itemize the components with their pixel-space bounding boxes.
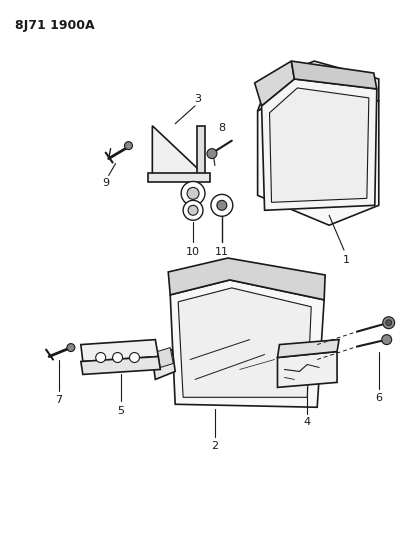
Polygon shape <box>178 288 311 397</box>
Circle shape <box>130 352 139 362</box>
Polygon shape <box>291 61 377 89</box>
Circle shape <box>382 335 392 345</box>
Polygon shape <box>278 352 337 387</box>
Polygon shape <box>152 350 175 379</box>
Polygon shape <box>269 88 369 203</box>
Polygon shape <box>197 126 205 179</box>
Circle shape <box>181 181 205 205</box>
Circle shape <box>124 142 133 150</box>
Text: 9: 9 <box>102 179 109 189</box>
Circle shape <box>383 317 395 329</box>
Polygon shape <box>148 173 210 182</box>
Polygon shape <box>255 61 295 106</box>
Text: 2: 2 <box>211 441 219 451</box>
Circle shape <box>217 200 227 211</box>
Polygon shape <box>81 357 160 375</box>
Text: 11: 11 <box>215 247 229 257</box>
Text: 6: 6 <box>375 393 382 403</box>
Circle shape <box>188 205 198 215</box>
Circle shape <box>187 188 199 199</box>
Text: 7: 7 <box>55 395 63 405</box>
Polygon shape <box>157 348 173 367</box>
Circle shape <box>207 149 217 158</box>
Polygon shape <box>278 340 339 358</box>
Text: 4: 4 <box>304 417 311 427</box>
Polygon shape <box>170 280 324 407</box>
Text: 3: 3 <box>195 94 202 104</box>
Polygon shape <box>168 258 325 300</box>
Polygon shape <box>258 61 379 111</box>
Polygon shape <box>261 79 377 211</box>
Polygon shape <box>258 86 379 225</box>
Circle shape <box>183 200 203 220</box>
Circle shape <box>67 344 75 352</box>
Text: 10: 10 <box>186 247 200 257</box>
Circle shape <box>113 352 122 362</box>
Circle shape <box>211 195 233 216</box>
Text: 1: 1 <box>343 255 349 265</box>
Circle shape <box>386 320 392 326</box>
Text: 5: 5 <box>117 406 124 416</box>
Text: 8J71 1900A: 8J71 1900A <box>15 19 95 33</box>
Polygon shape <box>81 340 158 361</box>
Text: 8: 8 <box>218 123 225 133</box>
Circle shape <box>96 352 106 362</box>
Polygon shape <box>152 126 205 175</box>
